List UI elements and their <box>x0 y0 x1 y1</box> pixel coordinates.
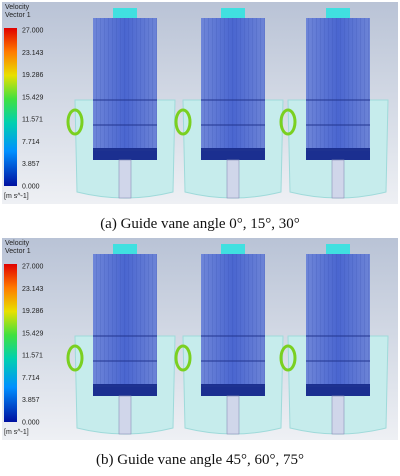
cylinder-top <box>113 8 137 18</box>
cylinder <box>174 244 284 435</box>
guide-vane <box>306 148 370 160</box>
guide-vane <box>201 384 265 396</box>
guide-vane <box>93 148 157 160</box>
inlet-swirl <box>66 344 84 372</box>
legend-tick-label: 0.000 <box>22 184 40 191</box>
cylinder-lines <box>201 254 265 396</box>
legend-tick-label: 27.000 <box>22 28 44 35</box>
cylinder-top <box>221 244 245 254</box>
cylinder <box>66 244 176 435</box>
guide-vane <box>306 384 370 396</box>
cylinder-top <box>326 244 350 254</box>
cylinder-top <box>113 244 137 254</box>
outlet-pipe <box>226 159 240 199</box>
caption: (a) Guide vane angle 0°, 15°, 30° <box>100 216 300 232</box>
outlet-pipe <box>118 159 132 199</box>
outlet-pipe <box>331 395 345 435</box>
guide-vane <box>201 148 265 160</box>
legend-tick-label: 19.286 <box>22 72 44 79</box>
colorbar <box>4 264 17 422</box>
inlet-swirl <box>174 344 192 372</box>
legend-tick-label: 7.714 <box>22 375 40 382</box>
legend-tick-label: 15.429 <box>22 330 44 337</box>
cylinder-lines <box>93 254 157 396</box>
legend-tick-label: 23.143 <box>22 50 44 57</box>
legend-tick-label: 27.000 <box>22 264 44 271</box>
legend-subtitle: Vector 1 <box>5 248 31 255</box>
outlet-pipe <box>118 395 132 435</box>
cylinder <box>66 8 176 199</box>
legend-tick-label: 11.571 <box>22 353 43 360</box>
outlet-pipe <box>331 159 345 199</box>
cylinder-lines <box>306 18 370 160</box>
cylinder <box>279 8 389 199</box>
legend-tick-label: 3.857 <box>22 161 40 168</box>
legend-subtitle: Vector 1 <box>5 12 31 19</box>
legend-tick-label: 23.143 <box>22 286 44 293</box>
cylinder <box>279 244 389 435</box>
guide-vane <box>93 384 157 396</box>
inlet-swirl <box>279 344 297 372</box>
inlet-swirl <box>279 108 297 136</box>
legend-tick-label: 3.857 <box>22 397 40 404</box>
legend-tick-label: 7.714 <box>22 139 40 146</box>
legend-title: Velocity <box>5 4 30 11</box>
cylinder-lines <box>93 18 157 160</box>
legend-unit: [m s^-1] <box>4 193 29 200</box>
inlet-swirl <box>174 108 192 136</box>
legend-tick-label: 19.286 <box>22 308 44 315</box>
inlet-swirl <box>66 108 84 136</box>
caption: (b) Guide vane angle 45°, 60°, 75° <box>96 452 304 468</box>
cylinder-top <box>326 8 350 18</box>
cylinder <box>174 8 284 199</box>
cylinder-lines <box>201 18 265 160</box>
legend-tick-label: 15.429 <box>22 94 44 101</box>
legend-tick-label: 0.000 <box>22 420 40 427</box>
legend-unit: [m s^-1] <box>4 429 29 436</box>
legend-title: Velocity <box>5 240 30 247</box>
cylinder-top <box>221 8 245 18</box>
outlet-pipe <box>226 395 240 435</box>
legend-tick-label: 11.571 <box>22 117 43 124</box>
cylinder-lines <box>306 254 370 396</box>
colorbar <box>4 28 17 186</box>
